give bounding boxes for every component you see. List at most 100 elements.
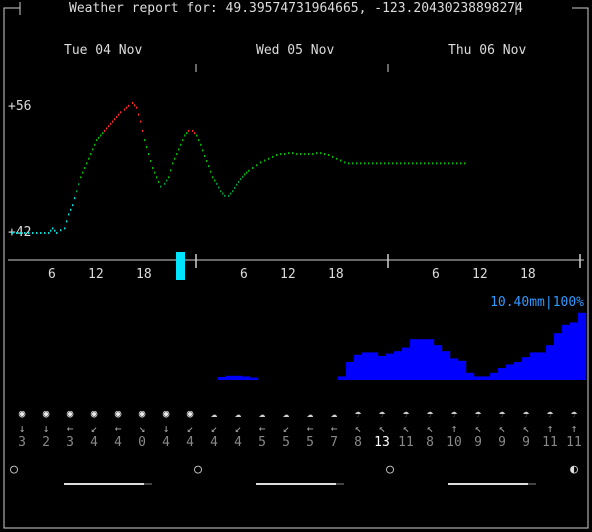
temperature-point [264, 159, 266, 162]
temperature-point [332, 155, 334, 158]
temperature-point [200, 143, 202, 146]
precipitation-bar [562, 324, 567, 380]
precipitation-bar [426, 339, 431, 380]
temperature-point [192, 129, 194, 132]
temperature-point [36, 232, 38, 234]
temperature-point [214, 179, 216, 182]
wind-speed: 4 [90, 435, 98, 450]
precipitation-bar [534, 352, 539, 380]
temperature-point [452, 162, 454, 165]
temperature-point [456, 162, 458, 165]
wind-speed: 3 [66, 435, 74, 450]
precipitation-bar [374, 352, 379, 380]
temperature-point [88, 157, 90, 160]
temperature-point [194, 132, 196, 135]
day-label-tue: Tue 04 Nov [64, 43, 143, 58]
wind-direction-icon: ↙ [210, 422, 218, 435]
temperature-point [218, 186, 220, 189]
precipitation-bar [246, 376, 251, 380]
temperature-point [118, 113, 120, 116]
wind-speed: 11 [398, 435, 414, 450]
wind-direction-icon: ↖ [498, 422, 506, 435]
temperature-point [184, 134, 186, 137]
precipitation-bar [546, 345, 551, 380]
temperature-point [198, 139, 200, 142]
precipitation-bar [526, 357, 531, 380]
temperature-point [50, 229, 52, 232]
precipitation-bar [382, 356, 387, 380]
rain-cloud-icon: ☂ [378, 407, 386, 420]
temperature-point [112, 120, 114, 123]
temperature-point [100, 134, 102, 137]
wind-direction-icon: ↘ [138, 422, 146, 435]
precipitation-bar [346, 362, 351, 380]
sun-icon: ◉ [18, 407, 26, 420]
temperature-point [40, 232, 42, 234]
wind-direction-icon: ↓ [162, 422, 170, 435]
temperature-point [152, 167, 154, 169]
temperature-point [134, 104, 136, 107]
temperature-point [234, 186, 236, 189]
temperature-point [202, 149, 204, 152]
temperature-point [232, 190, 234, 193]
precipitation-bar [582, 312, 587, 380]
temperature-point [160, 185, 162, 188]
precipitation-bar [218, 377, 223, 380]
hour-label: 12 [280, 267, 296, 282]
temperature-point [174, 157, 176, 160]
precipitation-bar [414, 339, 419, 380]
temperature-point [304, 153, 306, 156]
temperature-point [168, 176, 170, 179]
temperature-point [400, 162, 402, 165]
temperature-point [236, 183, 238, 186]
moon-new-icon: ○ [10, 462, 18, 477]
temperature-point [460, 162, 462, 165]
wind-speed: 11 [542, 435, 558, 450]
temperature-point [260, 161, 262, 164]
temperature-point [352, 162, 354, 165]
cloud-icon: ☁ [330, 407, 338, 420]
sun-icon: ◉ [162, 407, 170, 420]
wind-speed: 8 [426, 435, 434, 450]
day-label-thu: Thu 06 Nov [448, 43, 527, 58]
cloud-icon: ☁ [306, 407, 314, 420]
precipitation-bar [402, 347, 407, 380]
wind-speed: 11 [566, 435, 582, 450]
hour-label: 18 [520, 267, 536, 282]
temperature-point [148, 153, 150, 156]
precipitation-bar [554, 333, 559, 380]
wind-speed: 4 [162, 435, 170, 450]
temperature-point [176, 153, 178, 156]
precipitation-bar [502, 368, 507, 380]
moon-new-icon: ○ [386, 462, 394, 477]
precipitation-bar [434, 345, 439, 380]
temperature-point [204, 154, 206, 157]
hour-label: 12 [472, 267, 488, 282]
wind-speed: 5 [306, 435, 314, 450]
temperature-point [256, 164, 258, 167]
precipitation-bar [250, 377, 255, 380]
hour-label: 12 [88, 267, 104, 282]
temperature-point [90, 153, 92, 156]
temperature-point [436, 162, 438, 165]
temperature-point [74, 197, 76, 200]
sun-icon: ◉ [114, 407, 122, 420]
precipitation-bar [530, 352, 535, 380]
temperature-point [142, 129, 144, 132]
temperature-point [360, 162, 362, 165]
temperature-point [186, 132, 188, 135]
temperature-point [120, 111, 122, 114]
cloudy-icon: ☁ [234, 407, 242, 420]
precipitation-bar [222, 377, 227, 380]
wind-direction-icon: ↖ [522, 422, 530, 435]
rain-cloud-icon: ☂ [402, 407, 410, 420]
temperature-point [206, 160, 208, 163]
precipitation-bar [490, 372, 495, 380]
temperature-point [292, 152, 294, 155]
wind-speed: 4 [210, 435, 218, 450]
temperature-point [140, 120, 142, 123]
temperature-point [248, 169, 250, 172]
wind-speed: 10 [446, 435, 462, 450]
precipitation-bar [454, 358, 459, 380]
precipitation-bar [410, 339, 415, 380]
